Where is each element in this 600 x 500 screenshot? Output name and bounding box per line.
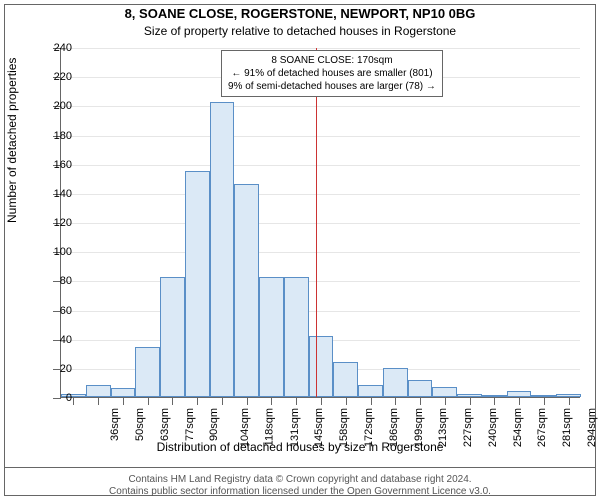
histogram-bar	[358, 385, 383, 397]
histogram-bar	[111, 388, 136, 397]
x-tick-label: 63sqm	[159, 408, 171, 441]
x-tick	[222, 397, 223, 405]
y-tick-label: 100	[54, 246, 72, 258]
bars-layer	[61, 48, 580, 397]
histogram-bar	[408, 380, 433, 398]
histogram-bar	[284, 277, 309, 397]
y-tick-label: 240	[54, 42, 72, 54]
x-tick-label: 50sqm	[134, 408, 146, 441]
x-axis-title: Distribution of detached houses by size …	[0, 440, 600, 454]
y-tick	[53, 398, 61, 399]
x-tick	[296, 397, 297, 405]
x-tick	[123, 397, 124, 405]
histogram-bar	[432, 387, 457, 397]
y-axis-title: Number of detached properties	[5, 58, 19, 223]
histogram-bar	[185, 171, 210, 397]
x-tick	[445, 397, 446, 405]
y-tick-label: 140	[54, 188, 72, 200]
y-tick-label: 40	[60, 334, 72, 346]
y-tick-label: 200	[54, 100, 72, 112]
y-tick-label: 80	[60, 275, 72, 287]
x-tick	[569, 397, 570, 405]
histogram-bar	[333, 362, 358, 397]
annotation-line2: ← 91% of detached houses are smaller (80…	[228, 67, 436, 80]
histogram-bar	[210, 102, 235, 397]
annotation-line1: 8 SOANE CLOSE: 170sqm	[228, 54, 436, 67]
footer-line1: Contains HM Land Registry data © Crown c…	[0, 474, 600, 486]
x-tick	[321, 397, 322, 405]
annotation-line3: 9% of semi-detached houses are larger (7…	[228, 80, 436, 93]
y-tick-label: 120	[54, 217, 72, 229]
chart-container: 8, SOANE CLOSE, ROGERSTONE, NEWPORT, NP1…	[0, 0, 600, 500]
plot-area: 8 SOANE CLOSE: 170sqm ← 91% of detached …	[60, 48, 580, 398]
footer-text: Contains HM Land Registry data © Crown c…	[0, 474, 600, 498]
x-tick	[494, 397, 495, 405]
y-tick-label: 0	[66, 392, 72, 404]
x-tick	[148, 397, 149, 405]
x-tick	[172, 397, 173, 405]
footer-separator	[4, 467, 596, 468]
x-tick	[371, 397, 372, 405]
y-tick-label: 60	[60, 305, 72, 317]
x-tick-label: 77sqm	[184, 408, 196, 441]
x-tick-label: 90sqm	[208, 408, 220, 441]
histogram-bar	[234, 184, 259, 397]
histogram-bar	[135, 347, 160, 397]
x-tick	[73, 397, 74, 405]
x-tick	[395, 397, 396, 405]
y-tick-label: 160	[54, 159, 72, 171]
x-tick	[197, 397, 198, 405]
histogram-bar	[309, 336, 334, 397]
histogram-bar	[383, 368, 408, 397]
x-tick	[470, 397, 471, 405]
histogram-bar	[160, 277, 185, 397]
annotation-box: 8 SOANE CLOSE: 170sqm ← 91% of detached …	[221, 50, 443, 97]
x-tick	[420, 397, 421, 405]
x-tick	[247, 397, 248, 405]
x-tick	[271, 397, 272, 405]
x-tick-label: 36sqm	[109, 408, 121, 441]
x-tick	[544, 397, 545, 405]
footer-line2: Contains public sector information licen…	[0, 486, 600, 498]
histogram-bar	[259, 277, 284, 397]
y-tick-label: 180	[54, 130, 72, 142]
reference-line	[316, 48, 317, 397]
y-tick-label: 220	[54, 71, 72, 83]
x-tick	[519, 397, 520, 405]
histogram-bar	[86, 385, 111, 397]
chart-title-main: 8, SOANE CLOSE, ROGERSTONE, NEWPORT, NP1…	[0, 6, 600, 21]
y-tick-label: 20	[60, 363, 72, 375]
x-tick	[346, 397, 347, 405]
chart-title-sub: Size of property relative to detached ho…	[0, 24, 600, 38]
x-tick	[98, 397, 99, 405]
